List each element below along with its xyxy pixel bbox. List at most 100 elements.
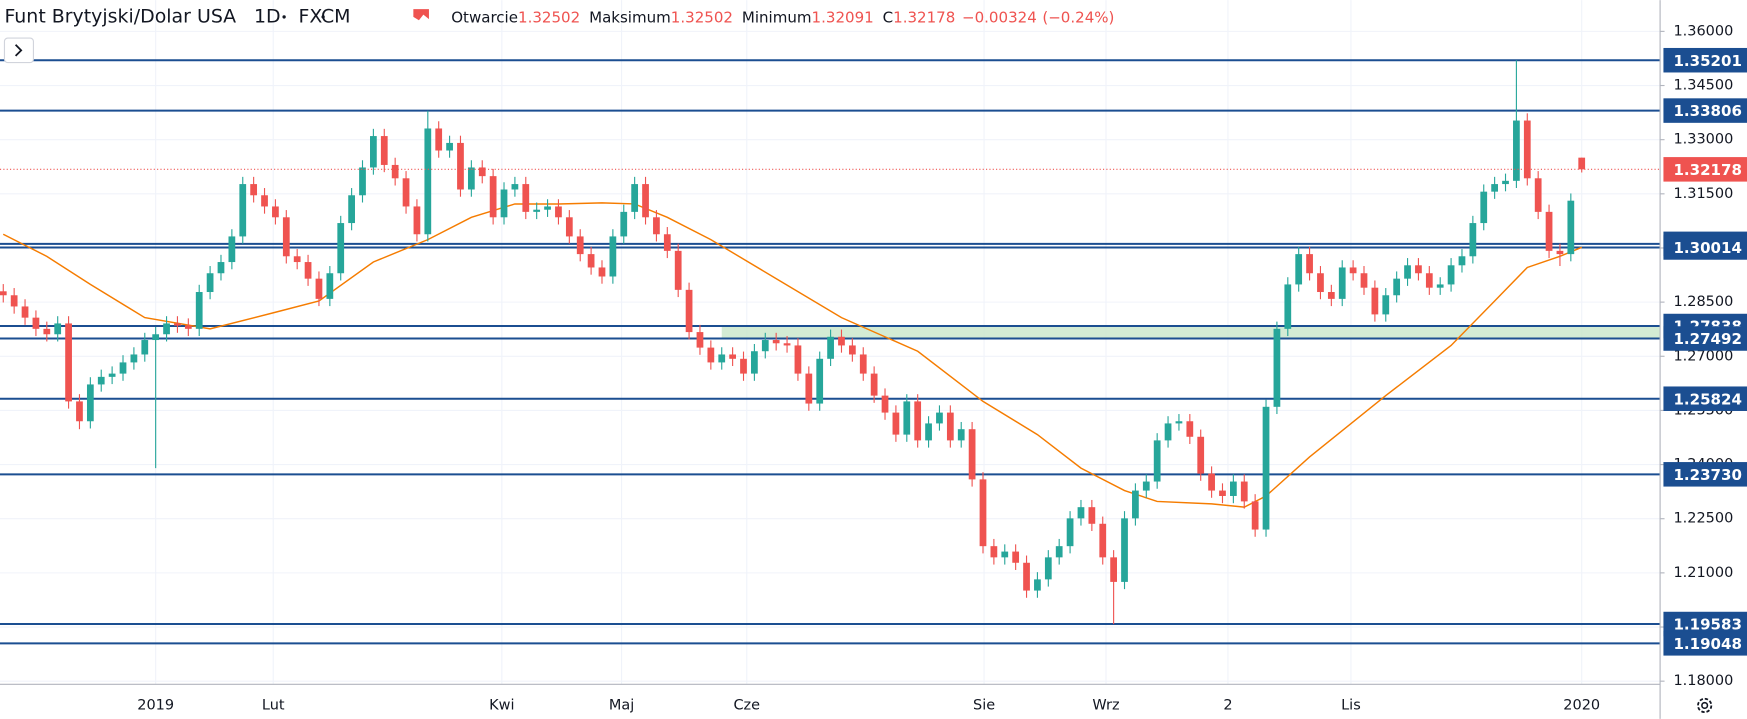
candle-body [511,184,519,190]
candle-body [1132,490,1139,519]
candle-body [685,289,693,333]
candle-body [1023,562,1030,591]
candle-body [1447,265,1455,285]
candle-body [805,373,813,404]
candle-body [1284,284,1292,329]
candle-body [761,340,769,352]
candle-body [391,164,399,179]
candle-body [1382,295,1390,315]
x-tick-label: 2 [1223,697,1232,713]
candle-body [1371,287,1379,315]
candle-body [587,254,595,268]
candle-body [141,340,149,355]
chevron-icon[interactable] [14,44,23,57]
settings-button[interactable] [1697,697,1713,714]
gear-center[interactable] [1701,701,1709,710]
candle-body [489,176,497,218]
candle-body [65,323,72,402]
candle-body [881,395,889,413]
candle-body [1186,421,1194,437]
candle-body [946,412,954,441]
candle-body [1306,254,1313,274]
candle-body [21,306,29,318]
candle-body [1523,120,1531,179]
y-tick-label: 1.36000 [1673,23,1733,39]
last-price-label: 1.32178 [1673,161,1741,179]
moving-average [2,202,1583,508]
level-label: 1.25824 [1673,390,1741,408]
y-tick-label: 1.27000 [1673,348,1733,364]
plot-area [0,0,1661,685]
level-label-box [1663,235,1747,260]
candle-body [1066,518,1074,547]
candle-body [1153,440,1161,482]
candle-body [130,354,138,363]
candle-body [43,328,51,335]
button-frame[interactable] [3,37,34,64]
level-label-box [1663,326,1747,351]
candle-body [424,128,432,235]
candle-body [990,546,998,558]
candle-body [446,142,453,151]
candle-body [326,273,334,299]
candle-body [1175,421,1183,424]
candle-body [97,376,105,385]
candle-body [250,184,258,196]
low-label: Minimum [742,8,812,26]
candle-body [108,373,116,377]
candle-body [261,195,268,207]
candle-body [1491,184,1499,192]
candle-body [892,412,900,435]
level-label: 1.30014 [1673,239,1741,257]
candle-body [740,358,747,374]
candle-body [968,429,976,480]
candle-body [620,211,628,237]
candle-body [478,167,486,177]
gear-icon[interactable] [1697,697,1713,714]
candle-body [729,354,736,359]
candle-body [674,250,682,290]
collapse-button[interactable] [3,37,34,64]
candle-body [1273,328,1281,407]
high: 1.32502 [671,8,733,26]
close-label: C [883,8,894,26]
candle-body [838,336,845,346]
open: 1.32502 [518,8,580,26]
candle-body [1219,490,1226,496]
candle-body [304,262,312,279]
candle-body [642,184,649,218]
change: −0.00324 [962,8,1037,26]
candle-body [1458,256,1466,266]
candle-body [903,401,911,435]
candle-body [152,334,160,341]
candle-body [870,373,878,396]
candle-body [380,136,388,165]
candle-body [119,362,127,374]
candle-body [631,184,639,212]
candle-body [696,332,704,348]
x-tick-label: 2019 [137,697,174,713]
candle-body [1556,250,1564,255]
candle-body [1110,557,1117,582]
candle-body [1415,265,1422,274]
y-tick-label: 1.21000 [1673,565,1733,581]
candle-body [217,262,225,274]
candle-body [794,345,802,374]
candle-body [707,347,715,363]
candle-body [315,278,323,299]
x-tick-label: Sie [973,697,995,713]
candle-body [848,345,856,355]
x-tick-label: Cze [733,697,760,713]
candle-body [1534,178,1542,212]
candle-body [653,217,660,235]
candle-body [228,236,236,263]
candle-body [1513,120,1520,181]
header-symbol: Funt Brytyjski/Dolar USA 1D FXCM [4,5,350,27]
flag-icon[interactable] [413,9,429,21]
x-tick-label: Kwi [489,697,514,713]
candle-body [1262,406,1270,530]
candle-body [1349,267,1357,274]
candle-body [293,256,301,263]
candle-body [1436,284,1444,288]
